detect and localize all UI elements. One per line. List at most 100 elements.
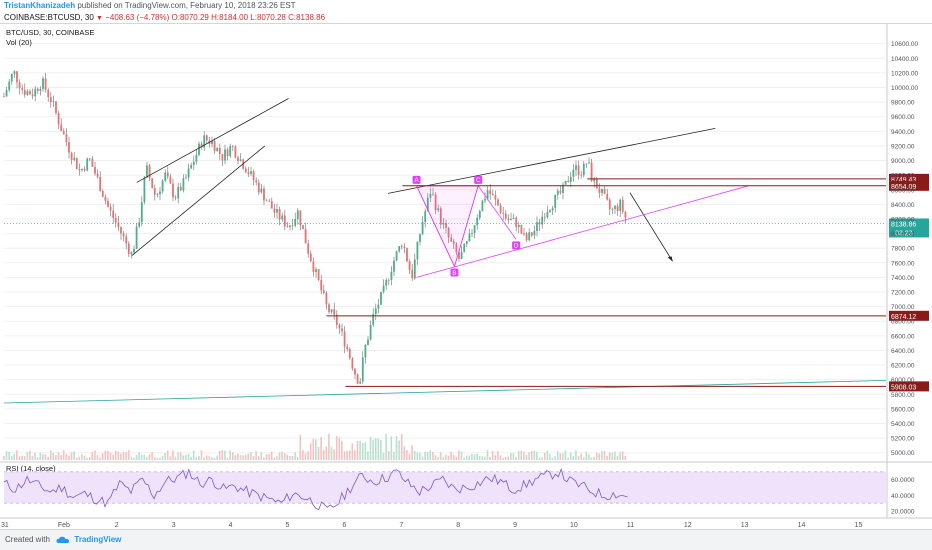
- candle-body: [289, 225, 291, 227]
- candle-body: [73, 157, 76, 160]
- candle-body: [57, 113, 60, 125]
- price-tick-label: 8800.00: [891, 173, 915, 180]
- publisher-header: TristanKhanizadeh published on TradingVi…: [0, 0, 932, 12]
- candle-body: [458, 252, 460, 259]
- down-arrow-icon: ▼: [96, 15, 103, 22]
- candle-body: [164, 172, 167, 181]
- candle-body: [611, 209, 614, 210]
- tradingview-brand[interactable]: TradingView: [74, 535, 122, 544]
- volume-bar: [250, 452, 252, 460]
- candle-body: [83, 168, 86, 171]
- candle-body: [465, 241, 468, 245]
- candle-body: [320, 280, 323, 291]
- volume-bar: [10, 456, 13, 460]
- candle-body: [39, 88, 42, 92]
- volume-bar: [133, 457, 135, 460]
- volume-bar: [348, 450, 351, 460]
- candle-body: [364, 344, 367, 358]
- candle-body: [263, 188, 265, 201]
- time-tick-label: 3: [172, 522, 176, 529]
- candle-body: [143, 177, 146, 203]
- volume-bar: [512, 453, 515, 460]
- volume-bar: [114, 450, 117, 460]
- volume-bar: [476, 453, 478, 460]
- volume-bar: [18, 456, 21, 460]
- candle-body: [120, 226, 122, 234]
- candle-body: [377, 304, 380, 309]
- candle-body: [172, 183, 174, 198]
- volume-bar: [91, 451, 94, 460]
- volume-bar: [593, 456, 595, 460]
- volume-bar: [16, 450, 18, 460]
- candle-body: [127, 243, 130, 255]
- candle-body: [86, 158, 89, 171]
- volume-bar: [374, 438, 377, 460]
- volume-bar: [273, 457, 276, 460]
- volume-bar: [148, 453, 151, 460]
- volume-bar: [361, 442, 364, 460]
- candle-body: [276, 209, 278, 213]
- candle-body: [569, 176, 572, 182]
- volume-bar: [468, 455, 471, 460]
- volume-bar: [445, 454, 447, 460]
- candle-body: [341, 328, 343, 332]
- volume-bar: [281, 451, 283, 460]
- volume-bar: [588, 454, 590, 460]
- candle-body: [52, 101, 55, 103]
- candle-body: [231, 146, 234, 147]
- volume-bar: [343, 451, 346, 460]
- volume-bar: [419, 452, 421, 460]
- volume-bar: [260, 452, 263, 460]
- volume-bar: [530, 451, 533, 460]
- volume-bar: [138, 452, 140, 460]
- volume-bar: [104, 450, 107, 460]
- volume-bar: [421, 456, 424, 460]
- author-link[interactable]: TristanKhanizadeh: [4, 1, 76, 10]
- candle-body: [382, 285, 385, 292]
- volume-bar: [499, 455, 502, 460]
- volume-bar: [364, 442, 367, 460]
- volume-bar: [577, 456, 580, 460]
- candle-body: [247, 172, 250, 174]
- candle-body: [161, 180, 164, 192]
- candle-body: [486, 190, 489, 199]
- candle-body: [117, 222, 120, 227]
- volume-bar: [554, 456, 556, 460]
- candle-body: [239, 159, 242, 161]
- candle-body: [582, 163, 585, 176]
- volume-bar: [127, 450, 130, 460]
- candle-body: [502, 212, 505, 214]
- candle-body: [81, 168, 83, 171]
- volume-bar: [135, 454, 138, 460]
- candle-body: [588, 162, 590, 164]
- volume-bar: [429, 450, 432, 460]
- candle-body: [406, 248, 408, 262]
- candle-body: [296, 210, 299, 220]
- candle-body: [49, 96, 52, 103]
- candle-body: [494, 195, 497, 200]
- close-value: C:8138.86: [288, 13, 326, 22]
- chart-area[interactable]: BTC/USD, 30, COINBASE Vol (20) RSI (14, cl…: [0, 23, 932, 530]
- volume-bar: [598, 453, 601, 460]
- volume-bar: [23, 456, 26, 460]
- volume-bar: [369, 436, 372, 460]
- rsi-tick-label: 20.0000: [891, 509, 915, 516]
- candle-body: [185, 177, 187, 179]
- volume-bar: [510, 452, 512, 460]
- candle-body: [554, 194, 557, 209]
- price-tick-label: 10200.00: [891, 70, 918, 77]
- volume-bar: [538, 457, 541, 460]
- volume-bar: [582, 457, 585, 460]
- candle-body: [42, 78, 44, 89]
- candle-body: [101, 191, 104, 197]
- volume-bar: [309, 443, 312, 460]
- candle-body: [44, 78, 47, 90]
- volume-bar: [247, 453, 250, 460]
- volume-bar: [380, 439, 382, 460]
- volume-bar: [55, 455, 57, 460]
- volume-bar: [382, 452, 385, 460]
- candle-body: [598, 188, 601, 193]
- tradingview-cloud-icon: [56, 536, 70, 543]
- volume-bar: [411, 445, 413, 460]
